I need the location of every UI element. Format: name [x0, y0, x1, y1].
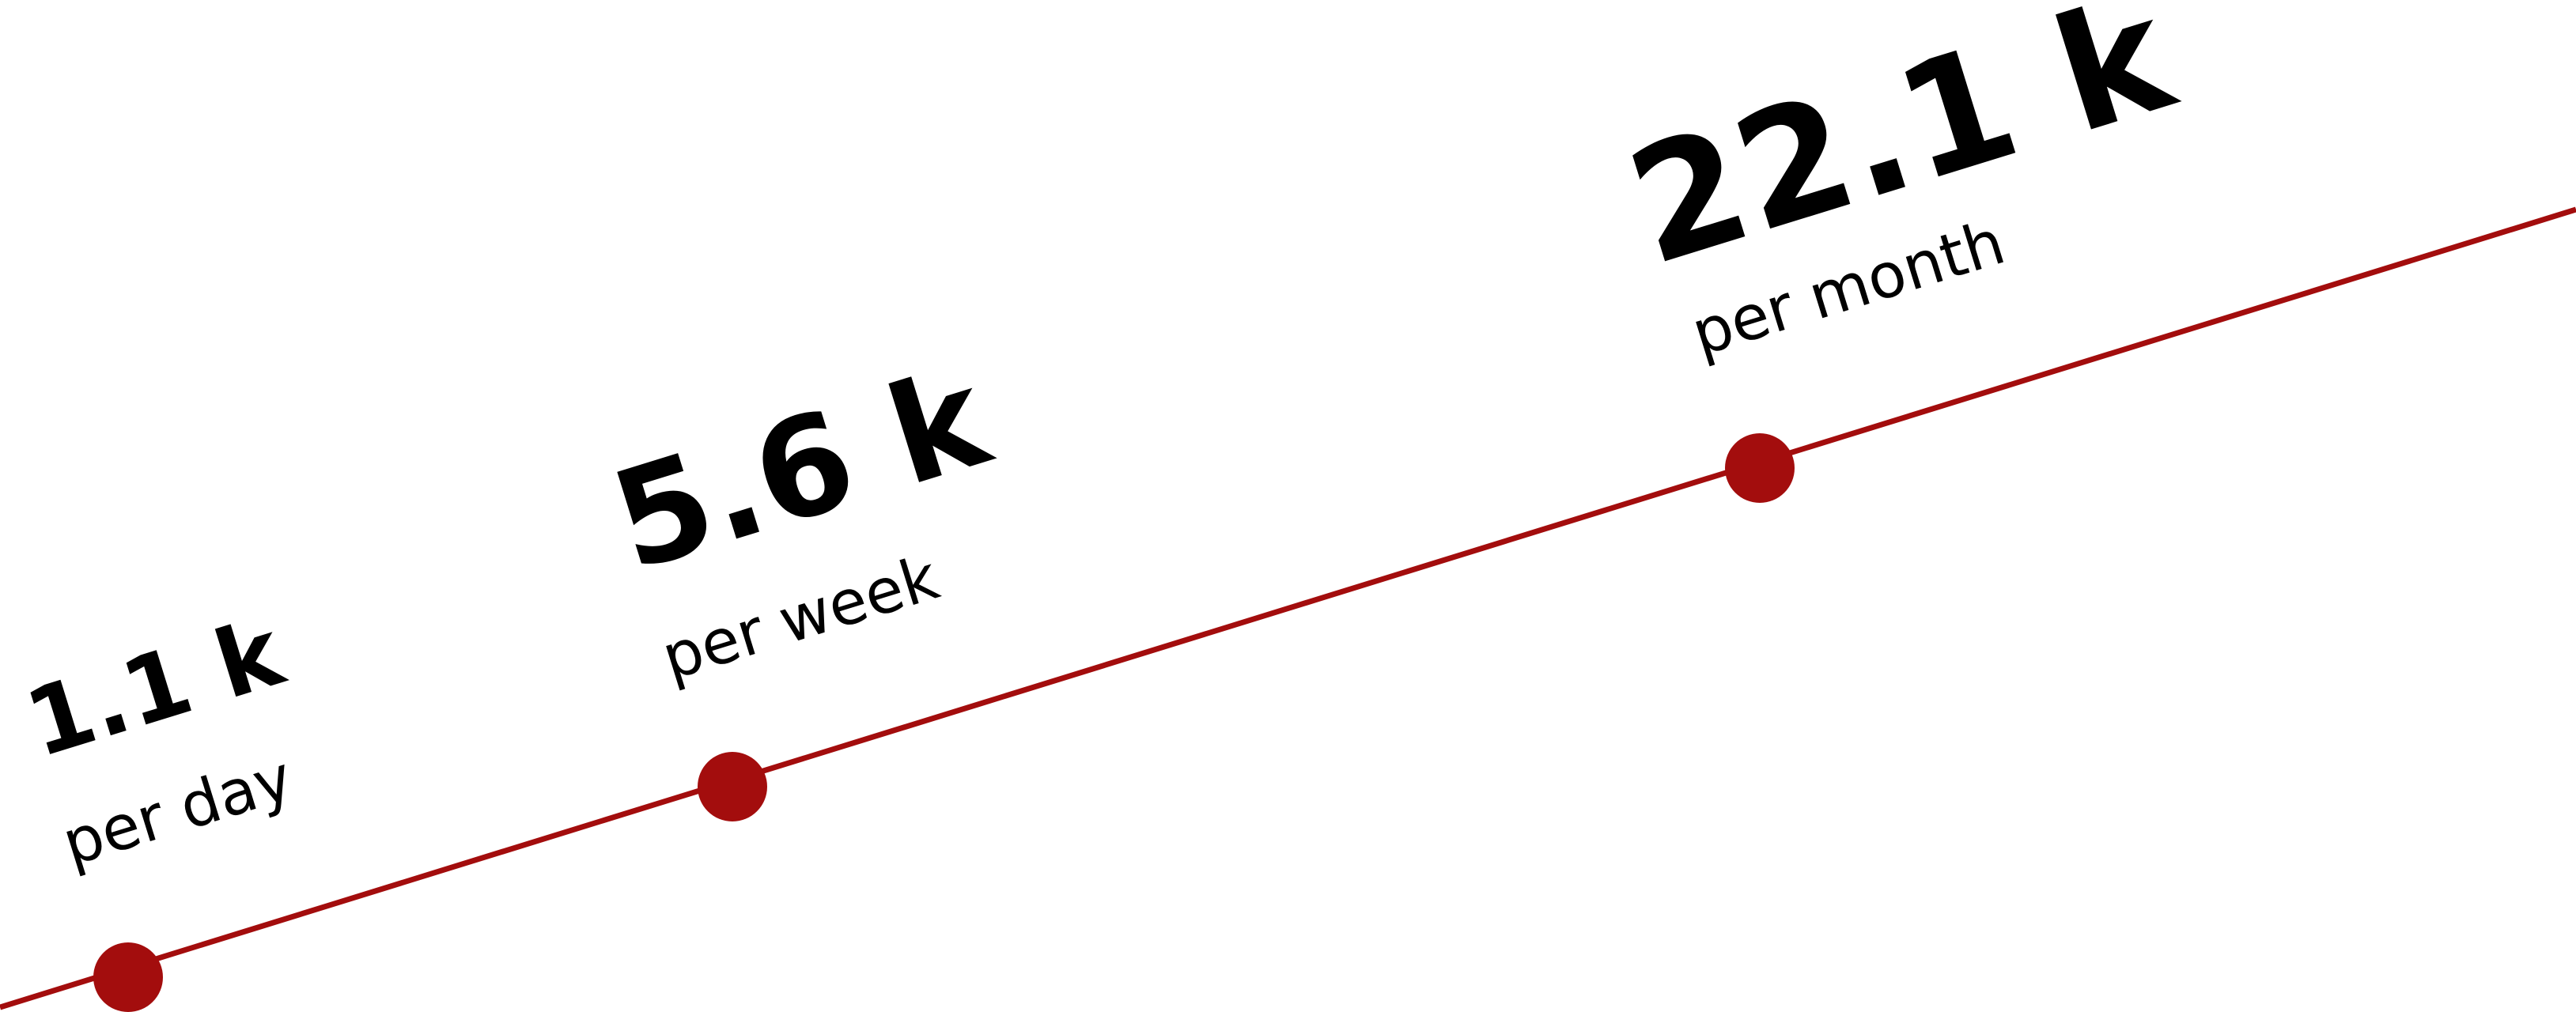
chart-layer	[0, 206, 2576, 1010]
data-point-per-month: 22.1 k per month	[1610, 0, 2193, 503]
data-point-per-day: 1.1 k per day	[13, 597, 301, 1012]
value-label-per-week: 5.6 k	[596, 337, 1007, 602]
trend-line	[0, 206, 2576, 1010]
point-marker-per-day	[93, 942, 163, 1012]
point-marker-per-month	[1725, 433, 1795, 503]
point-marker-per-week	[698, 752, 767, 821]
data-point-per-week: 5.6 k per week	[596, 337, 1007, 821]
